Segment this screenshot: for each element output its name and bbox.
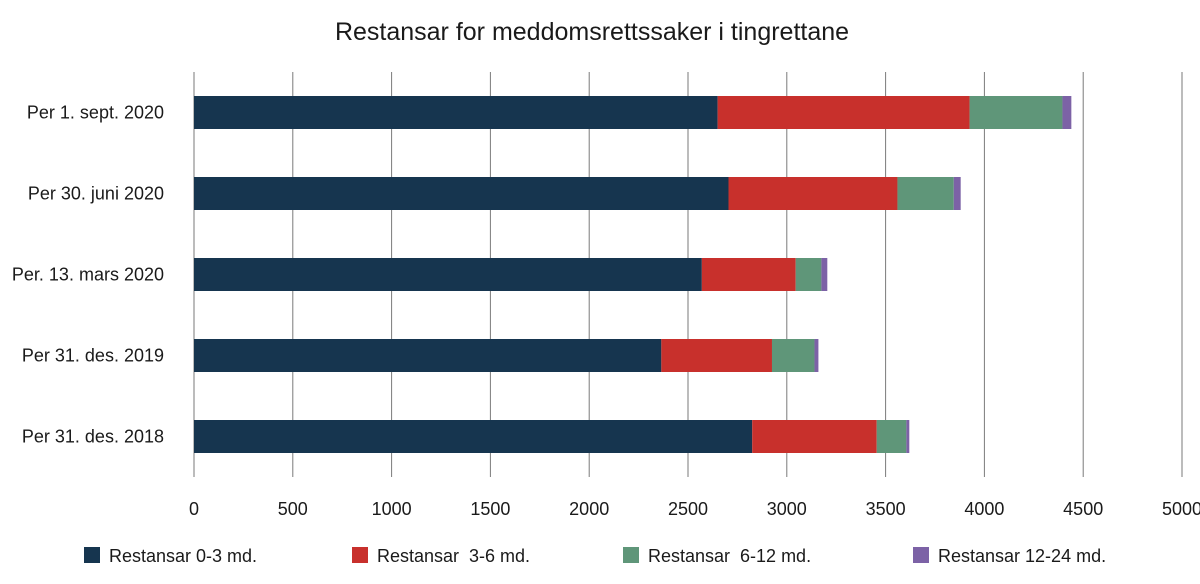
x-tick-label-500: 500: [278, 499, 308, 519]
bar-2-series-2: [795, 258, 822, 291]
bar-1-series-2: [897, 177, 954, 210]
legend-label-1: Restansar 3-6 md.: [377, 546, 530, 566]
bar-4-series-3: [906, 420, 910, 453]
bar-4-series-0: [194, 420, 753, 453]
legend-item-2: Restansar 6-12 md.: [623, 546, 811, 566]
bar-0-series-1: [717, 96, 970, 129]
x-tick-label-5000: 5000: [1162, 499, 1200, 519]
legend: Restansar 0-3 md. Restansar 3-6 md. Restan…: [84, 546, 1106, 566]
category-labels: Per 1. sept. 2020 Per 30. juni 2020 Per. 1…: [12, 103, 164, 447]
category-label-4: Per 31. des. 2018: [22, 427, 164, 447]
category-label-3: Per 31. des. 2019: [22, 346, 164, 366]
x-tick-label-4000: 4000: [964, 499, 1004, 519]
legend-item-3: Restansar 12-24 md.: [913, 546, 1106, 566]
legend-swatch-3: [913, 547, 929, 563]
bar-0-series-0: [194, 96, 718, 129]
bar-0-series-3: [1062, 96, 1072, 129]
chart-title: Restansar for meddomsrettssaker i tingre…: [335, 18, 849, 46]
bar-2-series-1: [701, 258, 796, 291]
legend-swatch-1: [352, 547, 368, 563]
bar-3-series-3: [814, 339, 819, 372]
bar-3-series-1: [661, 339, 772, 372]
x-tick-labels: 0 500 1000 1500 2000 2500 3000 3500 4000 4500 5000: [189, 499, 1200, 519]
legend-item-0: Restansar 0-3 md.: [84, 546, 257, 566]
bar-1-series-3: [953, 177, 961, 210]
x-tick-label-3000: 3000: [767, 499, 807, 519]
legend-label-0: Restansar 0-3 md.: [109, 546, 257, 566]
legend-swatch-0: [84, 547, 100, 563]
x-tick-label-2500: 2500: [668, 499, 708, 519]
legend-label-2: Restansar 6-12 md.: [648, 546, 811, 566]
x-tick-label-3500: 3500: [866, 499, 906, 519]
bar-2-series-3: [821, 258, 828, 291]
legend-swatch-2: [623, 547, 639, 563]
x-tick-label-4500: 4500: [1063, 499, 1103, 519]
x-tick-label-1000: 1000: [372, 499, 412, 519]
category-label-1: Per 30. juni 2020: [28, 184, 164, 204]
bar-4-series-1: [752, 420, 877, 453]
x-tick-label-1500: 1500: [470, 499, 510, 519]
bar-3-series-0: [194, 339, 662, 372]
bar-1-series-0: [194, 177, 729, 210]
legend-label-3: Restansar 12-24 md.: [938, 546, 1106, 566]
bar-layer: [194, 96, 1072, 453]
bar-3-series-2: [771, 339, 815, 372]
x-tick-label-2000: 2000: [569, 499, 609, 519]
bar-1-series-1: [728, 177, 898, 210]
legend-item-1: Restansar 3-6 md.: [352, 546, 530, 566]
category-label-2: Per. 13. mars 2020: [12, 265, 164, 285]
bar-2-series-0: [194, 258, 702, 291]
x-tick-label-0: 0: [189, 499, 199, 519]
bar-4-series-2: [876, 420, 907, 453]
bar-0-series-2: [969, 96, 1063, 129]
category-label-0: Per 1. sept. 2020: [27, 103, 164, 123]
